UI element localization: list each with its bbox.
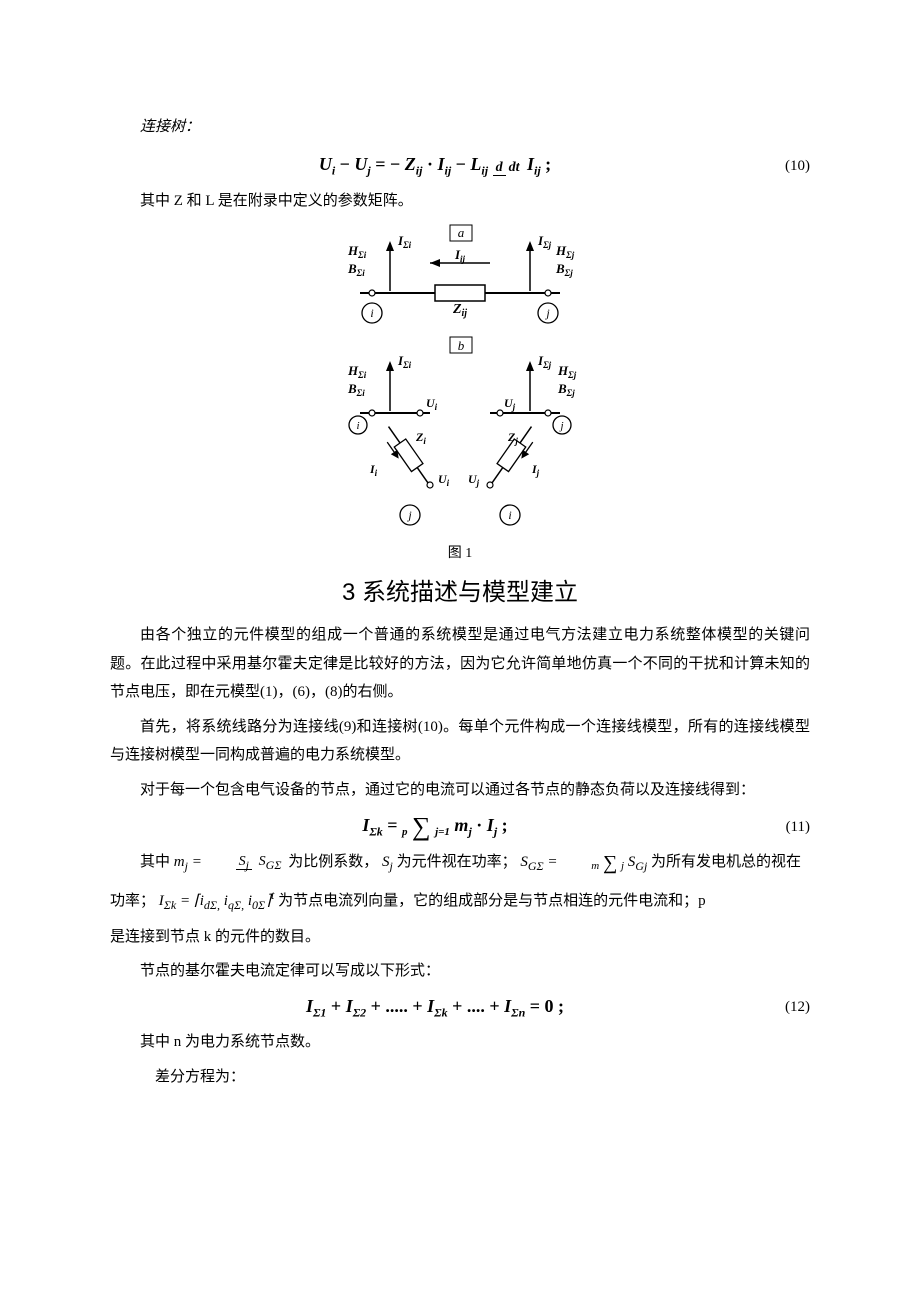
eq10-number: (10): [760, 158, 810, 175]
para-kirchhoff: 节点的基尔霍夫电流定律可以写成以下形式：: [110, 957, 810, 986]
para-3-3: 对于每一个包含电气设备的节点，通过它的电流可以通过各节点的静态负荷以及连接线得到…: [110, 776, 810, 805]
para-3-1: 由各个独立的元件模型的组成一个普通的系统模型是通过电气方法建立电力系统整体模型的…: [110, 621, 810, 707]
fig-label-b: b: [458, 338, 465, 353]
svg-text:BΣj: BΣj: [555, 261, 573, 278]
svg-text:Zij: Zij: [452, 302, 467, 319]
svg-text:HΣj: HΣj: [557, 363, 577, 380]
svg-text:j: j: [558, 420, 563, 432]
eq11-number: (11): [760, 819, 810, 836]
para-after-eq12: 其中 n 为电力系统节点数。: [110, 1028, 810, 1057]
equation-10: Ui − Uj = − Zij · Iij − Lij ddt Iij ; (1…: [110, 154, 810, 179]
svg-text:IΣj: IΣj: [537, 233, 552, 250]
para-3-2: 首先，将系统线路分为连接线(9)和连接树(10)。每单个元件构成一个连接线模型，…: [110, 713, 810, 770]
svg-text:HΣj: HΣj: [555, 243, 575, 260]
svg-text:HΣi: HΣi: [347, 243, 367, 260]
svg-text:Ii: Ii: [369, 462, 378, 478]
tree-label: 连接树：: [110, 115, 810, 136]
svg-text:BΣj: BΣj: [557, 381, 575, 398]
para-eq11-explain-1: 其中 mj = Sj SGΣ 为比例系数， Sj 为元件视在功率； SGΣ = …: [110, 848, 810, 878]
svg-text:IΣj: IΣj: [537, 353, 552, 370]
svg-text:BΣi: BΣi: [347, 261, 365, 278]
svg-text:Ui: Ui: [438, 472, 450, 488]
para-eq11-explain-3: 是连接到节点 k 的元件的数目。: [110, 923, 810, 952]
svg-text:i: i: [370, 306, 373, 320]
svg-text:j: j: [406, 508, 412, 522]
svg-text:Uj: Uj: [504, 396, 516, 412]
svg-text:Ij: Ij: [531, 462, 540, 478]
svg-text:HΣi: HΣi: [347, 363, 367, 380]
svg-text:Ui: Ui: [426, 396, 438, 412]
eq12-number: (12): [760, 999, 810, 1016]
svg-text:Zj: Zj: [507, 430, 518, 446]
svg-text:IΣi: IΣi: [397, 353, 412, 370]
section-3-title: 3 系统描述与模型建立: [110, 572, 810, 607]
svg-text:Iij: Iij: [454, 247, 466, 264]
figure1-caption: 图 1: [110, 542, 810, 562]
para-after-eq10: 其中 Z 和 L 是在附录中定义的参数矩阵。: [110, 187, 810, 216]
eq10-den: dt: [506, 160, 523, 175]
svg-text:Zi: Zi: [415, 430, 426, 446]
svg-text:i: i: [508, 508, 511, 522]
fig-label-a: a: [458, 225, 465, 240]
equation-11: IΣk = p ∑ j=1 mj · Ij ; (11): [110, 814, 810, 840]
svg-text:j: j: [544, 306, 550, 320]
svg-text:i: i: [356, 420, 359, 432]
para-diff: 差分方程为：: [110, 1063, 810, 1092]
svg-text:IΣi: IΣi: [397, 233, 412, 250]
svg-text:Uj: Uj: [468, 472, 480, 488]
equation-12: IΣ1 + IΣ2 + ..... + IΣk + .... + IΣn = 0…: [110, 996, 810, 1021]
figure-1: a Zij Iij IΣi IΣj HΣi BΣi HΣj BΣj: [110, 223, 810, 538]
para-eq11-explain-2: 功率； IΣk = ⌈idΣ, iqΣ, i0Σ⌉t 为节点电流列向量，它的组成…: [110, 884, 810, 917]
svg-text:BΣi: BΣi: [347, 381, 365, 398]
eq10-num: d: [493, 160, 506, 176]
